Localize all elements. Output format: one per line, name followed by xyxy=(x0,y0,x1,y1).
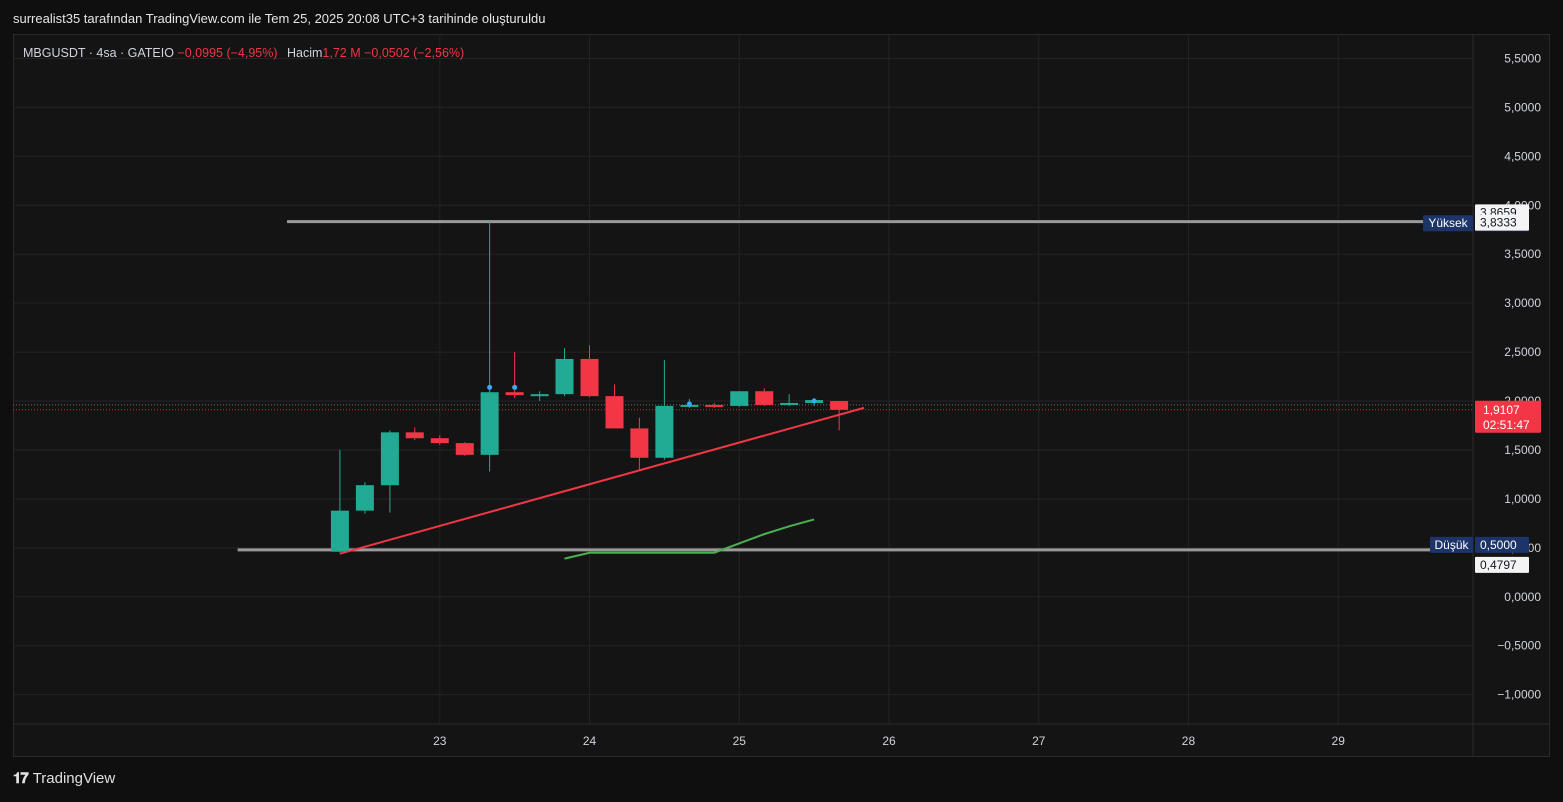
trendline xyxy=(339,406,865,555)
horizontal-levels xyxy=(237,220,1473,552)
symbol-legend[interactable]: MBGUSDT · 4sa · GATEIO −0,0995 (−4,95%) … xyxy=(23,46,464,60)
y-tick-label: 2,5000 xyxy=(1504,345,1541,359)
ma-line xyxy=(564,518,815,560)
axis-tag-navy xyxy=(1475,536,1529,553)
candle-up xyxy=(355,485,374,511)
symbol-label[interactable]: MBGUSDT · 4sa · GATEIO xyxy=(23,46,174,60)
candle-up xyxy=(555,358,574,395)
axis-tag-label-box xyxy=(1430,536,1473,553)
marker-dot xyxy=(686,401,692,407)
axis-tag-label: Düşük xyxy=(1434,538,1469,552)
y-tick-label: 5,0000 xyxy=(1504,100,1541,114)
candle-down xyxy=(580,358,599,397)
candle-up xyxy=(730,391,749,406)
volume-value: 1,72 M xyxy=(322,46,361,60)
x-tick-label: 24 xyxy=(583,734,597,748)
candle-down xyxy=(630,428,649,458)
axis-tag-light xyxy=(1475,556,1529,573)
y-tick-label: −1,0000 xyxy=(1497,688,1541,702)
candle-down xyxy=(405,432,424,439)
axis-tag-value: 0,4797 xyxy=(1480,558,1517,572)
candle-down xyxy=(755,391,774,405)
x-tick-label: 25 xyxy=(733,734,747,748)
price-change: −0,0995 (−4,95%) xyxy=(177,46,278,60)
candle-up xyxy=(655,405,674,458)
last-price-tag xyxy=(1475,400,1541,433)
y-tick-label: 1,0000 xyxy=(1504,492,1541,506)
candle-down xyxy=(830,401,849,410)
candle-down xyxy=(505,392,524,396)
marker-dot xyxy=(487,384,493,390)
trendline xyxy=(339,406,865,555)
candle-down xyxy=(705,404,724,407)
x-tick-label: 29 xyxy=(1332,734,1346,748)
y-tick-label: 5,5000 xyxy=(1504,51,1541,65)
axis-tag-light xyxy=(1475,214,1529,231)
chart-caption: surrealist35 tarafından TradingView.com … xyxy=(13,11,546,26)
chart-frame[interactable] xyxy=(13,34,1550,757)
candle-up xyxy=(480,392,499,455)
candles xyxy=(330,221,849,553)
y-tick-label: 0,0000 xyxy=(1504,590,1541,604)
marker-dot xyxy=(512,384,518,390)
x-tick-label: 28 xyxy=(1182,734,1196,748)
candle-down xyxy=(430,438,449,444)
axis-tag-label: Yüksek xyxy=(1428,216,1468,230)
y-tick-label: −0,5000 xyxy=(1497,639,1541,653)
x-tick-label: 26 xyxy=(882,734,896,748)
bar-countdown: 02:51:47 xyxy=(1483,418,1530,432)
y-tick-label: 1,5000 xyxy=(1504,443,1541,457)
axis-tags: 3,86593,8573Yüksek3,83330,5000Düşük0,479… xyxy=(1423,204,1541,573)
tradingview-footer[interactable]: 𝟏𝟕 TradingView xyxy=(13,770,115,787)
tv-logo-icon: 𝟏𝟕 xyxy=(13,770,29,787)
candle-down xyxy=(605,396,624,429)
last-price-value: 1,9107 xyxy=(1483,403,1520,417)
moving-average xyxy=(564,518,815,560)
x-axis-ticks: 23 24 25 26 27 28 29 xyxy=(433,734,1345,748)
y-tick-label: 4,5000 xyxy=(1504,149,1541,163)
y-tick-label: 3,0000 xyxy=(1504,296,1541,310)
y-tick-label: 3,5000 xyxy=(1504,247,1541,261)
candle-up xyxy=(330,510,349,552)
grid xyxy=(13,34,1550,757)
x-tick-label: 23 xyxy=(433,734,447,748)
markers xyxy=(487,384,817,407)
brand-name: TradingView xyxy=(32,770,116,787)
marker-dot xyxy=(811,398,817,404)
candle-up xyxy=(780,402,799,405)
candle-up xyxy=(530,394,549,397)
axis-tag-value: 3,8333 xyxy=(1480,216,1517,230)
axis-tag-value: 0,5000 xyxy=(1480,538,1517,552)
axis-tag-label-box xyxy=(1423,215,1473,232)
volume-label[interactable]: Hacim xyxy=(287,46,323,60)
y-axis-ticks: 5,50005,00004,50004,00003,50003,00002,50… xyxy=(1497,51,1541,701)
x-tick-label: 27 xyxy=(1032,734,1046,748)
candlestick-chart[interactable]: 5,50005,00004,50004,00003,50003,00002,50… xyxy=(13,34,1550,757)
candle-down xyxy=(455,443,474,455)
candle-up xyxy=(380,432,399,486)
volume-change: −0,0502 (−2,56%) xyxy=(364,46,465,60)
